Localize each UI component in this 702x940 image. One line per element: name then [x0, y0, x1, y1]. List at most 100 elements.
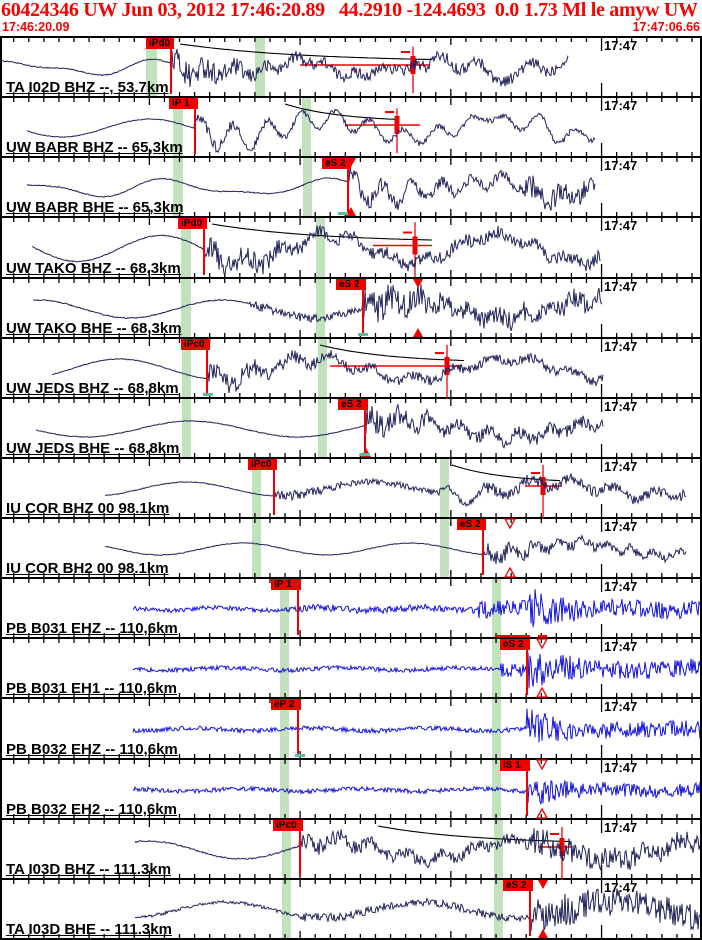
- minute-time-label: 17:47: [604, 639, 638, 654]
- pick-flag[interactable]: iPd0: [146, 38, 174, 49]
- phase-window-band: [182, 399, 191, 457]
- coda-marker[interactable]: [330, 344, 462, 403]
- arrival-triangle: [535, 807, 549, 819]
- station-label: PB B031 EHZ -- 110,6km: [6, 620, 178, 637]
- waveform[interactable]: [0, 279, 702, 337]
- trace-panel: eS 2 TA I03D BHE -- 111.3km 17:47: [0, 880, 702, 940]
- pick-flag[interactable]: iPc0: [181, 339, 210, 350]
- waveform[interactable]: [0, 759, 702, 819]
- station-label: IU COR BHZ 00 98.1km: [6, 500, 170, 517]
- duration-mark: [203, 393, 213, 396]
- trace-panel: eS 2 UW JEDS BHE -- 68,8km 17:47: [0, 399, 702, 459]
- phase-window-band: [303, 158, 312, 216]
- waveform-trace: [104, 473, 687, 508]
- arrival-triangle: [503, 518, 517, 530]
- pick-flag[interactable]: iPd0: [178, 218, 207, 229]
- station-label: UW JEDS BHE -- 68,8km: [6, 440, 180, 457]
- coda-decay-curve: [211, 223, 433, 241]
- phase-window-band: [181, 279, 191, 337]
- pick-flag[interactable]: eS 2: [322, 158, 351, 169]
- minute-time-label: 17:47: [604, 880, 638, 895]
- minute-time-label: 17:47: [604, 38, 638, 53]
- station-label: UW BABR BHZ -- 65,3km: [6, 139, 183, 156]
- trace-panel: eP 2 PB B032 EHZ -- 110,6km 17:47: [0, 699, 702, 760]
- phase-window-band: [494, 820, 503, 878]
- waveform[interactable]: [0, 399, 702, 457]
- arrival-triangle: [538, 929, 548, 938]
- plot-right-border: [700, 36, 702, 938]
- time-ticks: [13, 699, 693, 758]
- station-label: TA I03D BHZ -- 111.3km: [6, 861, 172, 878]
- time-ticks: [13, 639, 693, 697]
- minute-time-label: 17:47: [604, 760, 638, 775]
- time-ticks: [13, 880, 693, 938]
- pick-flag[interactable]: eS 2: [500, 639, 530, 650]
- time-ticks: [13, 339, 693, 397]
- coda-decay-curve: [284, 103, 398, 120]
- waveform-trace: [26, 166, 596, 211]
- phase-window-band: [440, 459, 449, 517]
- waveform-trace: [51, 350, 604, 394]
- phase-window-band: [181, 218, 191, 277]
- minute-time-label: 17:47: [604, 399, 638, 414]
- phase-window-band: [280, 639, 289, 697]
- trace-panel: eS 2 UW TAKO BHE -- 68,3km 17:47: [0, 279, 702, 339]
- pick-flag[interactable]: iPc0: [248, 459, 277, 470]
- station-label: IU COR BH2 00 98.1km: [6, 560, 169, 577]
- waveform[interactable]: [0, 339, 702, 403]
- trace-panel: iPc0 UW JEDS BHZ -- 68,8km 17:47: [0, 339, 702, 403]
- waveform-trace: [132, 779, 702, 805]
- phase-window-band: [318, 339, 327, 397]
- station-label: UW TAKO BHZ -- 68,3km: [6, 260, 181, 277]
- minute-time-label: 17:47: [604, 459, 638, 474]
- time-ticks: [13, 760, 693, 818]
- pick-flag[interactable]: iP 1: [271, 579, 301, 590]
- pick-flag[interactable]: iPc0: [273, 820, 303, 831]
- trace-panel: iP 1 PB B031 EHZ -- 110,6km 17:47: [0, 579, 702, 639]
- pick-flag[interactable]: eS 2: [338, 399, 368, 410]
- arrival-triangle: [535, 759, 549, 771]
- trace-panel: iPd0 UW TAKO BHZ -- 68,3km 17:47: [0, 218, 702, 279]
- time-ticks: [13, 399, 693, 457]
- duration-mark: [358, 333, 368, 336]
- station-label: UW TAKO BHE -- 68,3km: [6, 320, 182, 337]
- time-ticks: [13, 158, 693, 216]
- waveform[interactable]: [0, 518, 702, 578]
- phase-window-band: [318, 399, 327, 457]
- waveform-trace: [0, 48, 569, 88]
- phase-window-band: [282, 880, 291, 938]
- station-label: PB B031 EH1 -- 110,6km: [6, 680, 177, 697]
- waveform-trace: [134, 888, 701, 932]
- trace-panel: eS 2 PB B031 EH1 -- 110,6km 17:47: [0, 638, 702, 699]
- minute-time-label: 17:47: [604, 699, 638, 714]
- waveform[interactable]: [0, 880, 702, 938]
- pick-flag[interactable]: eS 2: [503, 880, 533, 891]
- pick-flag[interactable]: iS 1: [500, 760, 530, 771]
- pick-flag[interactable]: iP 1: [169, 98, 198, 109]
- phase-window-band: [280, 579, 289, 637]
- trace-panel: iPd0 TA I02D BHZ --, 53.7km 17:47: [0, 38, 702, 98]
- phase-window-band: [302, 98, 311, 156]
- arrival-triangle: [413, 328, 423, 337]
- waveform-trace: [31, 224, 601, 277]
- waveform[interactable]: [0, 38, 702, 96]
- trace-panel: iPc0 TA I03D BHZ -- 111.3km 17:47: [0, 820, 702, 884]
- waveform[interactable]: [0, 638, 702, 698]
- waveform[interactable]: [0, 699, 702, 758]
- waveform[interactable]: [0, 579, 702, 638]
- minute-time-label: 17:47: [604, 579, 638, 594]
- station-label: PB B032 EHZ -- 110,6km: [6, 741, 178, 758]
- station-label: TA I02D BHZ --, 53.7km: [6, 79, 169, 96]
- pick-flag[interactable]: eP 2: [271, 699, 301, 710]
- waveform[interactable]: [0, 820, 702, 884]
- time-ticks: [13, 519, 693, 577]
- waveform-trace: [35, 403, 604, 449]
- pick-flag[interactable]: eS 2: [336, 279, 366, 290]
- coda-marker[interactable]: [345, 108, 420, 154]
- duration-mark: [360, 453, 370, 456]
- waveform-trace: [104, 534, 687, 565]
- pick-flag[interactable]: eS 2: [457, 519, 486, 530]
- waveform[interactable]: [0, 218, 702, 277]
- waveform[interactable]: [0, 158, 702, 216]
- coda-decay-curve: [319, 344, 465, 362]
